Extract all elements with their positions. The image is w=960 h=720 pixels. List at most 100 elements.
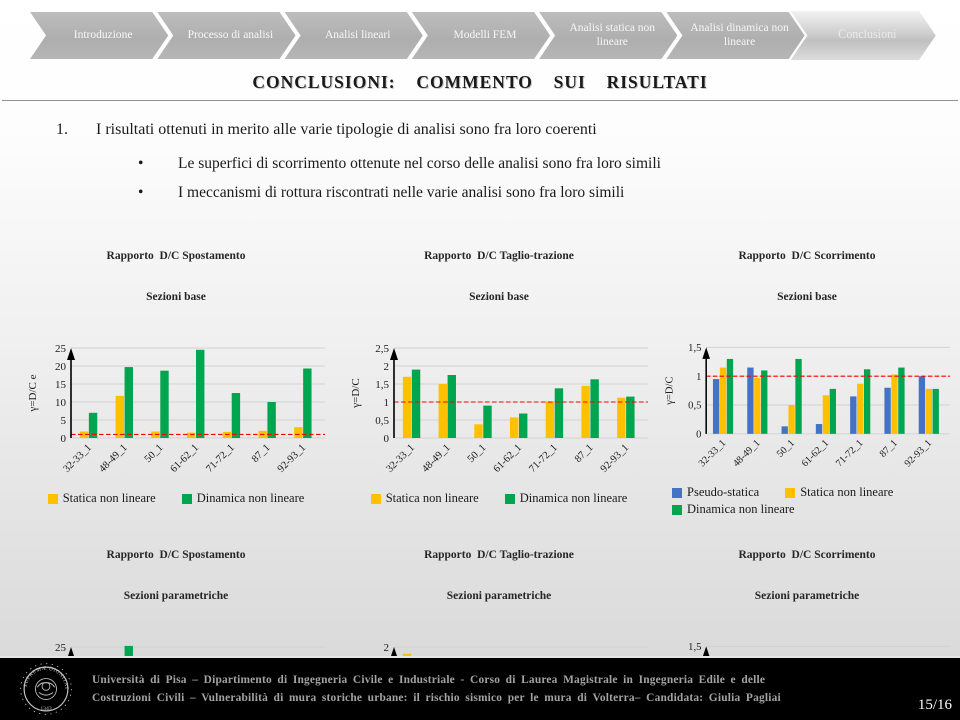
university-logo: IN SUPREMÆ DIGNITATIS · 1343 ·: [0, 661, 92, 717]
legend-item: Dinamica non lineare: [672, 502, 795, 517]
bar: [918, 376, 926, 435]
bar: [519, 413, 528, 439]
bar: [187, 432, 196, 439]
legend-item: Dinamica non lineare: [181, 491, 305, 506]
legend-label: Dinamica non lineare: [519, 491, 628, 506]
y-tick-label: 5: [61, 415, 67, 427]
chart-title: Rapporto D/C Scorrimento Sezioni paramet…: [738, 521, 875, 631]
sub-bullets: • Le superfici di scorrimento ottenute n…: [138, 155, 920, 202]
y-tick-label: 2,5: [375, 343, 389, 355]
chart-title-line1: Rapporto D/C Scorrimento: [738, 548, 876, 561]
y-tick-label: 15: [55, 379, 67, 391]
category-label: 87_1: [250, 443, 273, 466]
y-tick-label: 2: [384, 361, 390, 373]
bar: [850, 396, 857, 435]
chart-title-line1: Rapporto D/C Spostamento: [106, 249, 246, 262]
legend-swatch-icon: [47, 493, 58, 504]
y-axis-arrow: [702, 347, 711, 360]
conclusions-list: 1. I risultati ottenuti in merito alle v…: [56, 121, 920, 202]
nav-step-label: Conclusioni: [837, 28, 897, 42]
bar: [898, 367, 905, 435]
y-tick-label: 25: [55, 642, 67, 654]
category-label: 50_1: [143, 443, 166, 466]
y-axis-arrow: [390, 348, 398, 361]
bar: [79, 431, 89, 439]
legend-label: Dinamica non lineare: [196, 491, 305, 506]
bar: [884, 388, 891, 435]
legend-label: Dinamica non lineare: [687, 502, 795, 517]
bullet-item: • Le superfici di scorrimento ottenute n…: [138, 155, 920, 173]
chart-title-line2: Sezioni parametriche: [754, 590, 860, 602]
nav-step-label: Introduzione: [73, 28, 133, 41]
page-number: 15/16: [917, 697, 952, 713]
y-tick-label: 25: [55, 343, 67, 355]
nav-step-analisi-statica-non-lineare[interactable]: Analisi statica non lineare: [539, 12, 677, 59]
y-axis-arrow: [67, 348, 75, 361]
legend-item: Pseudo-statica: [672, 485, 759, 500]
nav-step-modelli-fem[interactable]: Modelli FEM: [412, 12, 550, 59]
legend-swatch-icon: [672, 504, 682, 515]
bar: [510, 417, 519, 439]
bar: [857, 384, 864, 435]
category-label: 71-72_1: [834, 438, 866, 470]
chart-legend: Statica non lineare Dinamica non lineare: [339, 491, 659, 506]
legend-item: Dinamica non lineare: [504, 491, 628, 506]
bar: [726, 359, 734, 435]
slide-footer: IN SUPREMÆ DIGNITATIS · 1343 · Universit…: [0, 656, 960, 720]
bar: [932, 389, 939, 435]
footer-line1: Università di Pisa – Dipartimento di Ing…: [92, 673, 766, 686]
chart-title-line1: Rapporto D/C Taglio-trazione: [424, 548, 574, 561]
category-label: 48-49_1: [420, 443, 453, 476]
y-tick-label: 1,5: [688, 343, 701, 354]
item-text: I risultati ottenuti in merito alle vari…: [96, 121, 597, 138]
legend-swatch-icon: [672, 487, 682, 498]
nav-step-label: Analisi lineari: [324, 28, 391, 41]
category-label: 61-62_1: [492, 443, 525, 476]
chart-title: Rapporto D/C Taglio-trazione Sezioni bas…: [424, 222, 574, 332]
y-tick-label: 1,5: [688, 642, 701, 653]
charts-grid: Rapporto D/C Spostamento Sezioni base 0 5…: [16, 222, 952, 720]
bullet-marker: •: [138, 184, 144, 201]
bar: [863, 369, 871, 435]
footer-line2: Costruzioni Civili – Vulnerabilità di mu…: [92, 692, 781, 704]
bar: [829, 389, 836, 435]
category-label: 87_1: [573, 443, 596, 466]
legend-label: Statica non lineare: [62, 491, 156, 506]
category-label: 61-62_1: [169, 443, 202, 476]
chart-title-line2: Sezioni base: [146, 290, 206, 303]
numbered-item: 1. I risultati ottenuti in merito alle v…: [56, 121, 920, 139]
bullet-item: • I meccanismi di rottura riscontrati ne…: [138, 184, 920, 202]
y-tick-label: 0,5: [688, 401, 701, 412]
y-axis-title: γ=D/C: [350, 379, 362, 409]
chart-legend: Pseudo-statica Statica non lineare Dinamic…: [662, 485, 952, 517]
category-label: 32-33_1: [384, 443, 417, 476]
y-tick-label: 1: [384, 397, 390, 409]
chart-title-line2: Sezioni base: [777, 290, 837, 303]
y-tick-label: 10: [55, 397, 67, 409]
bar: [402, 377, 412, 439]
category-label: 92-93_1: [599, 443, 632, 476]
nav-step-introduzione[interactable]: Introduzione: [30, 12, 168, 59]
category-label: 50_1: [775, 438, 797, 460]
y-tick-label: 2: [384, 642, 390, 654]
nav-step-conclusioni-active[interactable]: Conclusioni: [790, 11, 935, 60]
y-tick-label: 0: [696, 430, 701, 441]
bar: [438, 384, 447, 439]
chart-title: Rapporto D/C Spostamento Sezioni base: [107, 222, 246, 332]
nav-step-analisi-dinamica-non-lineare[interactable]: Analisi dinamica non lineare: [666, 12, 804, 59]
y-axis-title: γ=D/C: [665, 377, 676, 406]
y-axis-arrow: [702, 646, 711, 659]
legend-swatch-icon: [785, 487, 796, 498]
nav-step-processo-di-analisi[interactable]: Processo di analisi: [157, 12, 295, 59]
nav-step-analisi-lineari[interactable]: Analisi lineari: [285, 12, 423, 59]
bar: [88, 413, 98, 439]
bullet-text: Le superfici di scorrimento ottenute nel…: [178, 155, 661, 172]
category-label: 92-93_1: [276, 443, 309, 476]
bar: [545, 401, 555, 439]
bar: [124, 367, 133, 439]
y-axis-title: γ=D/C e: [27, 375, 39, 413]
chart-title-line1: Rapporto D/C Taglio-trazione: [424, 249, 574, 262]
bar: [411, 369, 421, 439]
seal-top-text: IN SUPREMÆ DIGNITATIS: [18, 661, 69, 690]
